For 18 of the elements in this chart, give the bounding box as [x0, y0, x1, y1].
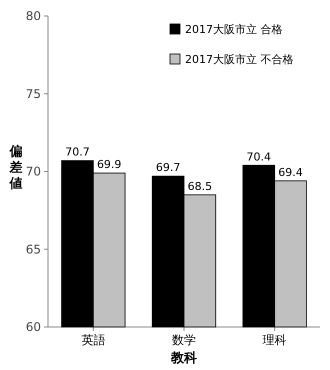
x-tick-label: 英語	[81, 333, 106, 347]
legend-label: 2017大阪市立 不合格	[185, 52, 294, 66]
x-axis-title: 教科	[170, 351, 197, 366]
data-label: 68.5	[188, 180, 212, 193]
y-tick-label: 80	[26, 9, 41, 24]
legend-label: 2017大阪市立 合格	[185, 22, 282, 36]
data-label: 70.4	[246, 150, 272, 164]
data-label: 69.9	[96, 158, 122, 172]
data-label: 69.7	[156, 161, 180, 174]
data-label: 69.4	[278, 166, 303, 179]
y-tick-label: 75	[26, 86, 41, 101]
y-tick-label: 60	[26, 320, 41, 334]
x-tick-label: 数学	[172, 333, 196, 347]
y-axis-title: 偏差値	[8, 144, 22, 192]
y-tick-label: 70	[26, 164, 41, 179]
data-label: 70.7	[65, 146, 90, 159]
y-tick-label: 65	[26, 242, 41, 256]
x-tick-label: 理科	[262, 333, 287, 347]
